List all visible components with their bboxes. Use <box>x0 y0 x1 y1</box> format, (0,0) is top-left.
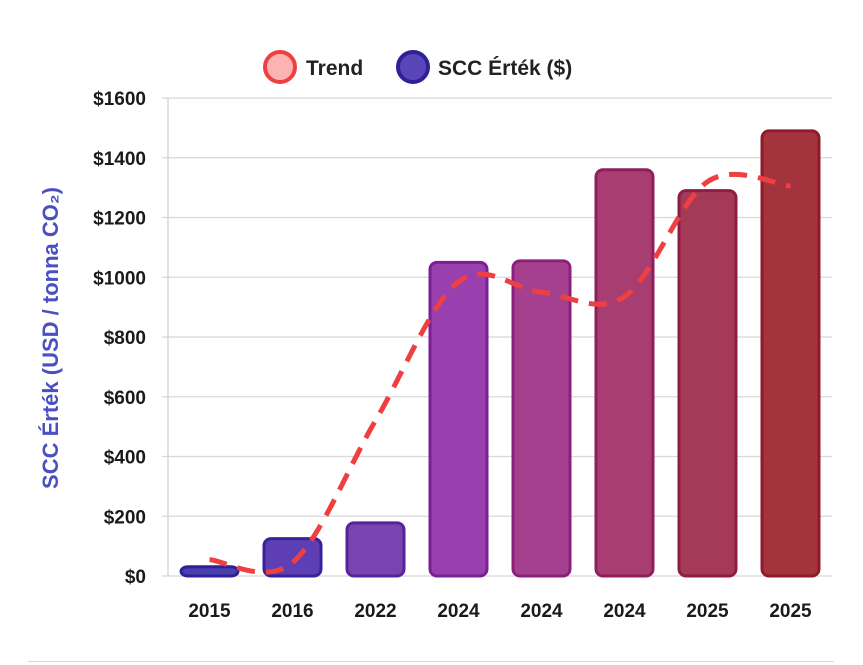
bar-2024-3[interactable] <box>428 260 489 578</box>
bar-2022-2[interactable] <box>345 521 406 578</box>
legend-item-trend[interactable]: Trend <box>263 50 363 84</box>
y-tick-label: $400 <box>104 448 146 469</box>
trend-legend-swatch-border <box>263 50 297 84</box>
legend[interactable]: Trend SCC Érték ($) <box>263 50 572 84</box>
scc-legend-label: SCC Érték ($) <box>438 57 572 80</box>
bottom-divider <box>28 661 834 662</box>
y-tick-label: $600 <box>104 388 146 409</box>
y-tick-label: $1200 <box>93 209 146 230</box>
y-tick-label: $800 <box>104 328 146 349</box>
y-tick-label: $1600 <box>93 89 146 110</box>
bar-2024-4[interactable] <box>511 259 572 578</box>
x-tick-label: 2022 <box>354 601 396 622</box>
bar-2024-5[interactable] <box>594 168 655 578</box>
y-axis-ticks: $0 $200 $400 $600 $800 $1000 $1200 $1400 $1600 <box>93 89 146 588</box>
bar-2015-0[interactable] <box>179 565 240 578</box>
y-tick-label: $0 <box>125 567 146 588</box>
x-tick-label: 2024 <box>603 601 646 622</box>
x-tick-label: 2015 <box>188 601 231 622</box>
y-tick-label: $200 <box>104 507 146 528</box>
trend-legend-label: Trend <box>306 57 363 80</box>
x-tick-label: 2024 <box>520 601 563 622</box>
legend-item-scc[interactable]: SCC Érték ($) <box>396 50 572 84</box>
x-tick-label: 2024 <box>437 601 480 622</box>
bar-2025-6[interactable] <box>677 189 738 578</box>
trend-line-layer <box>209 171 791 575</box>
bars <box>179 129 821 578</box>
y-axis-label: SCC Érték (USD / tonna CO₂) <box>38 187 63 489</box>
x-axis-ticks: 2015 2016 2022 2024 2024 2024 2025 2025 <box>188 601 812 622</box>
y-tick-label: $1000 <box>93 268 146 289</box>
scc-legend-swatch-border <box>396 50 430 84</box>
bar-2016-1[interactable] <box>262 537 323 578</box>
x-tick-label: 2016 <box>271 601 313 622</box>
x-tick-label: 2025 <box>686 601 729 622</box>
trend-line <box>209 171 791 575</box>
grid-lines <box>162 97 832 577</box>
x-tick-label: 2025 <box>769 601 812 622</box>
bar-2025-7[interactable] <box>760 129 821 578</box>
trend-legend-swatch <box>265 52 295 82</box>
scc-legend-swatch <box>398 52 428 82</box>
y-tick-label: $1400 <box>93 149 146 170</box>
